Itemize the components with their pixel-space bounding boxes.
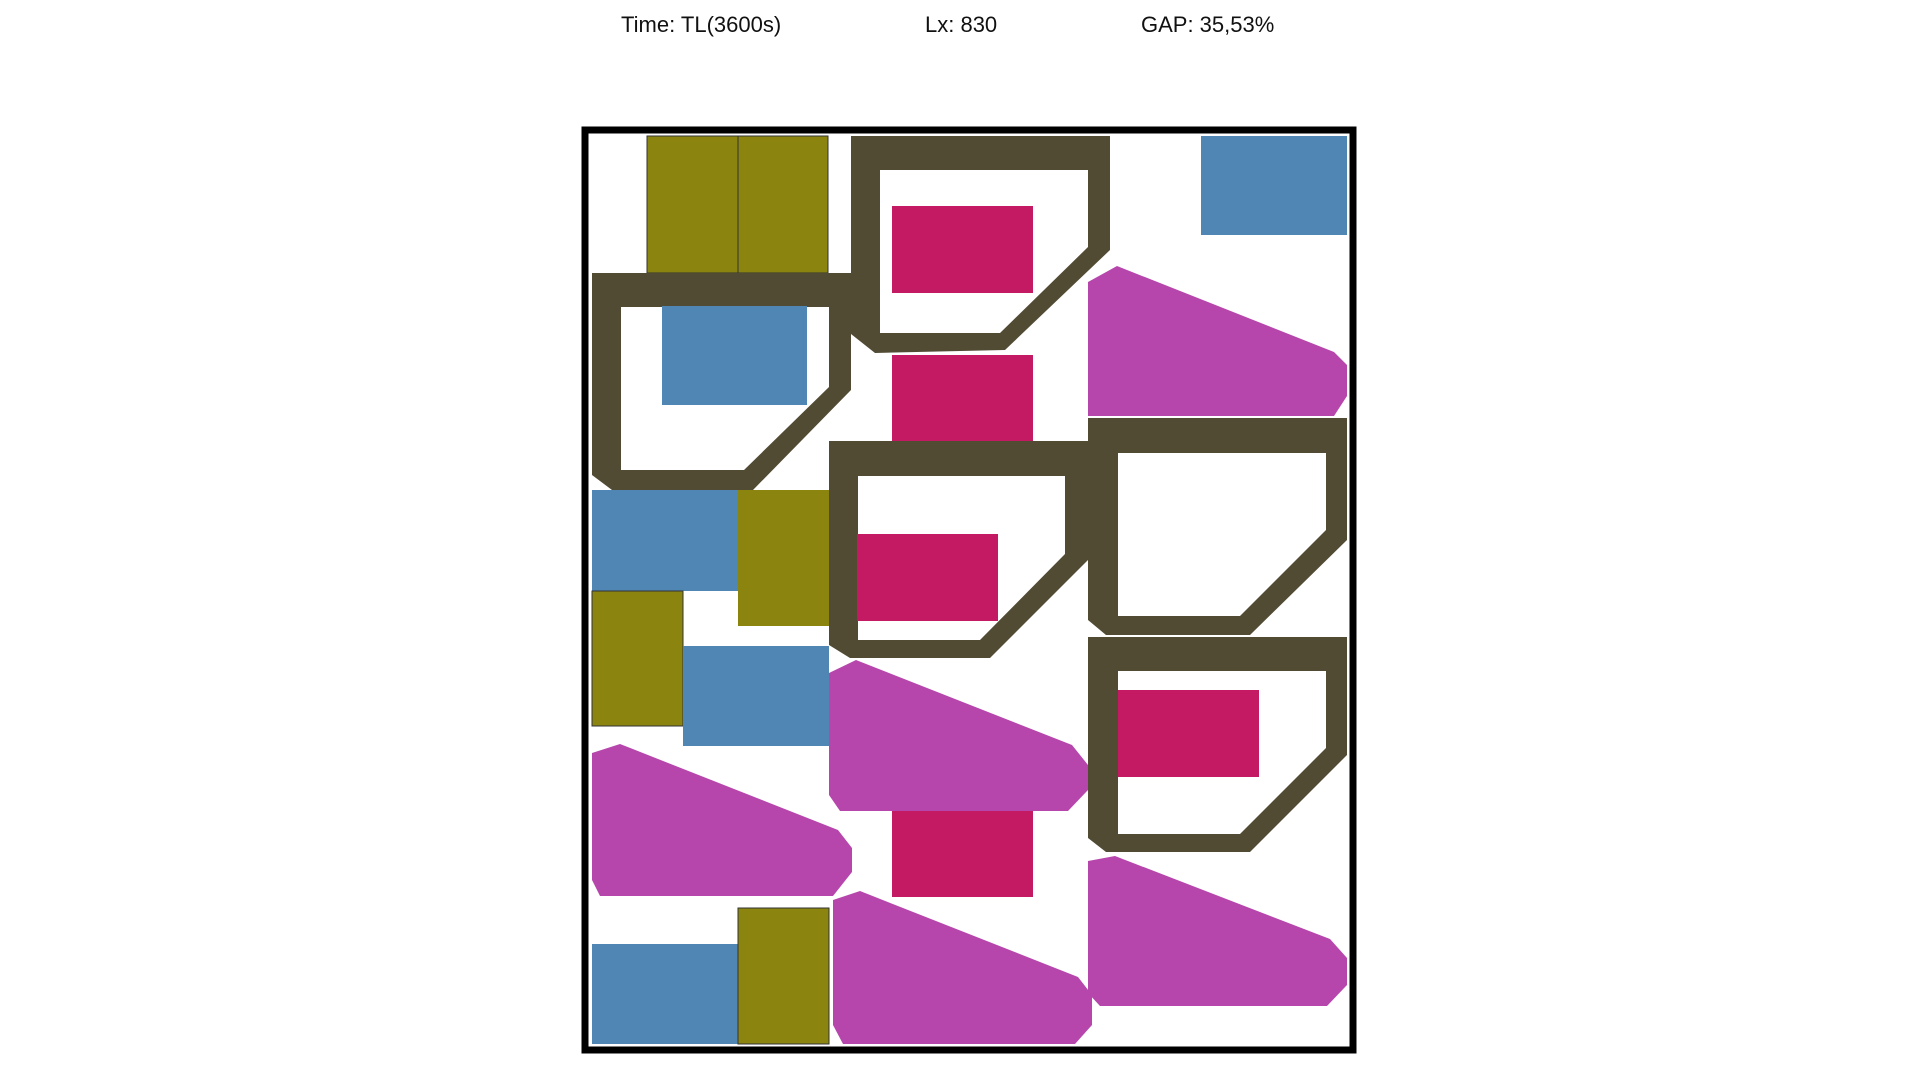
blue-piece xyxy=(592,490,738,591)
pink-piece xyxy=(857,534,998,621)
dark-frame-piece xyxy=(829,441,1088,658)
purple-piece xyxy=(1088,856,1347,1006)
dark-frame-piece xyxy=(851,136,1110,353)
dark-frame-piece xyxy=(1088,418,1347,635)
blue-piece xyxy=(662,306,807,405)
purple-piece xyxy=(829,660,1088,811)
blue-piece xyxy=(683,646,829,746)
pink-piece xyxy=(1118,690,1259,777)
gap-label: GAP: 35,53% xyxy=(1141,12,1275,37)
olive-piece xyxy=(738,490,829,626)
lx-label: Lx: 830 xyxy=(925,12,998,37)
pink-piece xyxy=(892,811,1033,897)
purple-piece xyxy=(1088,266,1347,416)
blue-piece xyxy=(1201,136,1347,235)
dark-frame-piece xyxy=(592,273,851,490)
dark-frame-piece xyxy=(1088,637,1347,852)
blue-piece xyxy=(592,944,738,1044)
pink-piece xyxy=(892,355,1033,441)
olive-piece xyxy=(737,907,830,1045)
olive-piece xyxy=(646,135,739,274)
purple-piece xyxy=(592,744,852,896)
olive-piece xyxy=(737,135,829,274)
olive-piece xyxy=(591,590,684,727)
pink-piece xyxy=(892,206,1033,293)
purple-piece xyxy=(833,891,1092,1044)
time-label: Time: TL(3600s) xyxy=(621,12,782,37)
